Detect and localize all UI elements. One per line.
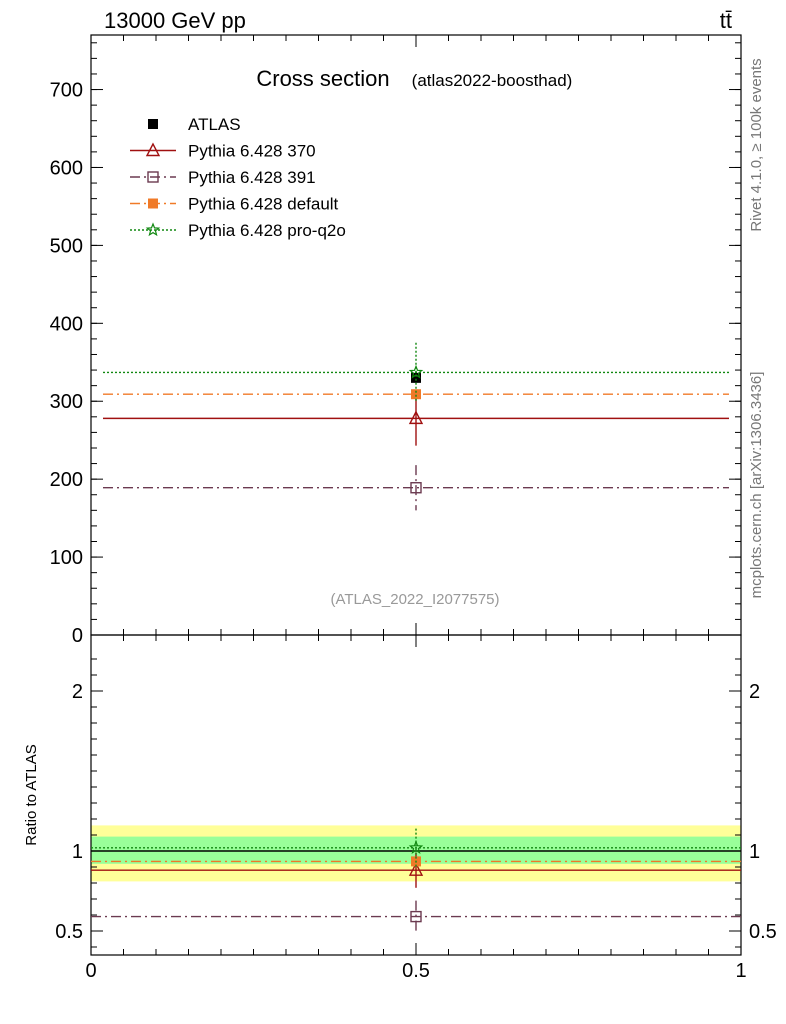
rivet-version-label: Rivet 4.1.0, ≥ 100k events [748,58,765,231]
y-tick-label-right: 0.5 [749,921,777,943]
x-tick-label: 0.5 [402,960,430,982]
ratio-open-star-marker [408,840,424,854]
ratio-open-square-marker [410,910,422,923]
legend-label: Pythia 6.428 default [188,195,339,214]
y-tick-label: 100 [50,547,83,569]
legend-open-star-marker [145,222,161,237]
y-tick-label: 2 [72,681,83,703]
x-tick-label: 1 [735,960,746,982]
header-energy-label: 13000 GeV pp [104,8,246,33]
y-tick-label: 200 [50,469,83,491]
ratio-y-axis-label: Ratio to ATLAS [23,744,40,845]
chart-subtitle: (atlas2022-boosthad) [412,71,573,90]
legend-label: Pythia 6.428 391 [188,168,316,187]
filled-square-marker [411,372,421,383]
legend-open-square-marker [147,171,159,183]
y-tick-label: 700 [50,80,83,102]
chart-title: Cross section [256,66,389,91]
y-tick-label: 0 [72,625,83,647]
legend-label: ATLAS [188,115,241,134]
open-triangle-marker [408,410,424,425]
legend-label: Pythia 6.428 370 [188,142,316,161]
y-tick-label: 600 [50,157,83,179]
y-tick-label: 400 [50,313,83,335]
y-tick-label: 1 [72,841,83,863]
y-tick-label: 500 [50,235,83,257]
mcplots-label: mcplots.cern.ch [arXiv:1306.3436] [748,372,765,599]
open-star-marker [408,364,424,379]
main-plot: 0 100 200 300 400 500 600 700 Cross section (atla… [50,34,742,647]
legend-label: Pythia 6.428 pro-q2o [188,221,346,240]
y-tick-label: 300 [50,391,83,413]
legend-filled-square-marker [148,119,158,129]
legend-open-triangle-marker [145,142,161,157]
header-process-label: tt̄ [720,8,732,33]
y-tick-label-right: 1 [749,841,760,863]
filled-square-marker [411,389,421,400]
x-tick-label: 0 [85,960,96,982]
y-tick-label: 0.5 [55,921,83,943]
ratio-open-triangle-marker [408,862,424,876]
y-tick-label-right: 2 [749,681,760,703]
analysis-watermark: (ATLAS_2022_I2077575) [330,591,499,608]
legend-filled-square-marker [148,198,158,209]
open-square-marker [410,482,422,494]
